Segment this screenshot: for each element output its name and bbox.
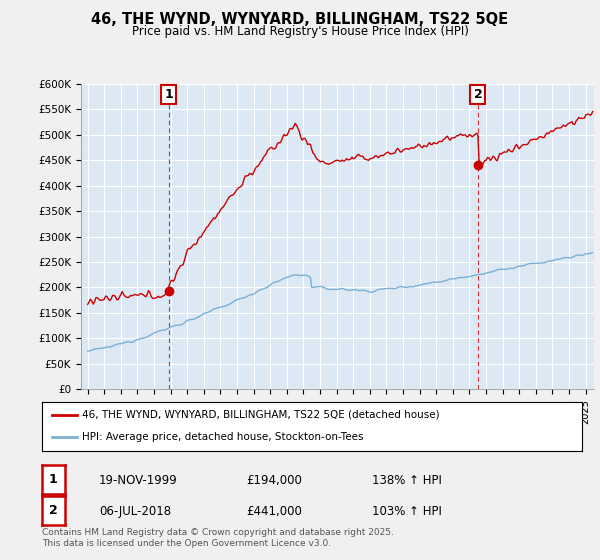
Text: 19-NOV-1999: 19-NOV-1999	[99, 474, 178, 487]
Text: 06-JUL-2018: 06-JUL-2018	[99, 505, 171, 519]
Text: 103% ↑ HPI: 103% ↑ HPI	[372, 505, 442, 519]
Text: £194,000: £194,000	[246, 474, 302, 487]
Text: £441,000: £441,000	[246, 505, 302, 519]
Text: Price paid vs. HM Land Registry's House Price Index (HPI): Price paid vs. HM Land Registry's House …	[131, 25, 469, 38]
Text: 138% ↑ HPI: 138% ↑ HPI	[372, 474, 442, 487]
Text: HPI: Average price, detached house, Stockton-on-Tees: HPI: Average price, detached house, Stoc…	[83, 432, 364, 442]
Text: 1: 1	[49, 473, 58, 486]
Text: Contains HM Land Registry data © Crown copyright and database right 2025.
This d: Contains HM Land Registry data © Crown c…	[42, 528, 394, 548]
Text: 46, THE WYND, WYNYARD, BILLINGHAM, TS22 5QE: 46, THE WYND, WYNYARD, BILLINGHAM, TS22 …	[91, 12, 509, 27]
Text: 1: 1	[164, 88, 173, 101]
Text: 2: 2	[49, 504, 58, 517]
Text: 2: 2	[473, 88, 482, 101]
Text: 46, THE WYND, WYNYARD, BILLINGHAM, TS22 5QE (detached house): 46, THE WYND, WYNYARD, BILLINGHAM, TS22 …	[83, 410, 440, 420]
